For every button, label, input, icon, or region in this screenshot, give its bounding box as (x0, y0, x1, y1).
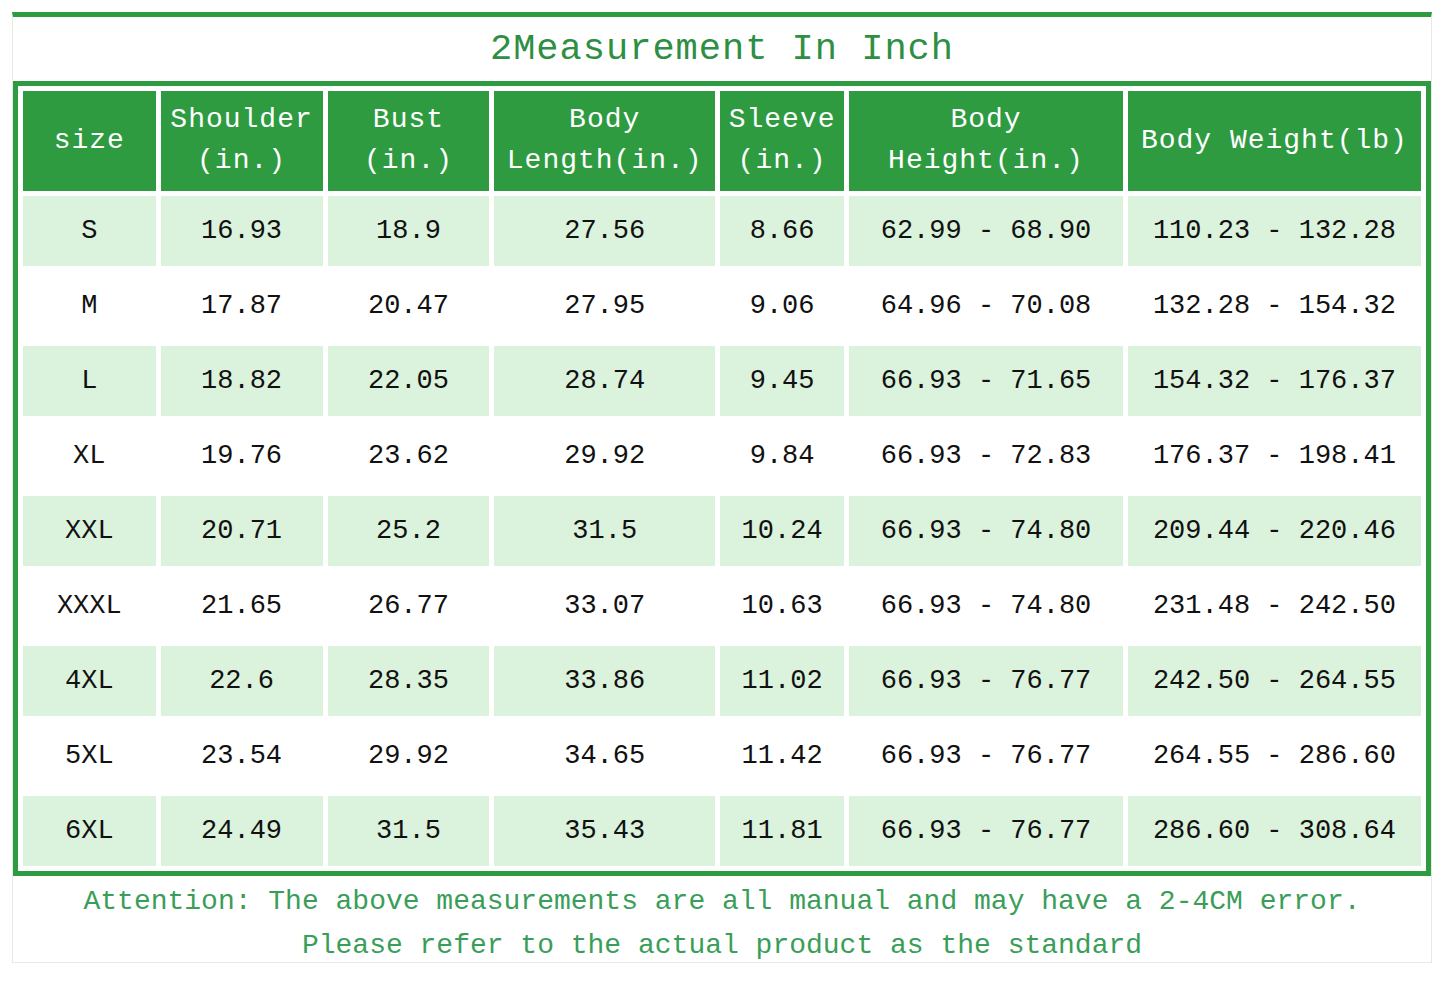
attention-line-2: Please refer to the actual product as th… (13, 924, 1431, 968)
header-row: size Shoulder (in.) Bust (in.) Body Leng… (23, 91, 1421, 191)
table-cell: 18.9 (328, 196, 490, 266)
column-header-sleeve: Sleeve (in.) (720, 91, 844, 191)
table-cell: 26.77 (328, 571, 490, 641)
table-row: 6XL24.4931.535.4311.8166.93 - 76.77286.6… (23, 796, 1421, 866)
table-cell: 66.93 - 76.77 (849, 646, 1123, 716)
table-cell: 33.86 (494, 646, 715, 716)
table-cell: 10.63 (720, 571, 844, 641)
table-cell: 64.96 - 70.08 (849, 271, 1123, 341)
table-cell: 66.93 - 72.83 (849, 421, 1123, 491)
table-cell: 28.74 (494, 346, 715, 416)
table-cell: 29.92 (328, 721, 490, 791)
table-cell: 23.62 (328, 421, 490, 491)
table-row: S16.9318.927.568.6662.99 - 68.90110.23 -… (23, 196, 1421, 266)
table-cell: 154.32 - 176.37 (1128, 346, 1421, 416)
table-cell: 62.99 - 68.90 (849, 196, 1123, 266)
table-cell: 176.37 - 198.41 (1128, 421, 1421, 491)
table-cell: 66.93 - 71.65 (849, 346, 1123, 416)
column-header-bust: Bust (in.) (328, 91, 490, 191)
table-cell: 33.07 (494, 571, 715, 641)
table-cell: 23.54 (161, 721, 323, 791)
column-header-body-length: Body Length(in.) (494, 91, 715, 191)
column-header-size: size (23, 91, 156, 191)
table-cell: 286.60 - 308.64 (1128, 796, 1421, 866)
size-cell: 6XL (23, 796, 156, 866)
table-cell: 31.5 (328, 796, 490, 866)
table-row: 5XL23.5429.9234.6511.4266.93 - 76.77264.… (23, 721, 1421, 791)
table-cell: 66.93 - 76.77 (849, 721, 1123, 791)
table-cell: 17.87 (161, 271, 323, 341)
column-header-body-weight: Body Weight(lb) (1128, 91, 1421, 191)
table-cell: 11.81 (720, 796, 844, 866)
size-cell: 5XL (23, 721, 156, 791)
table-cell: 29.92 (494, 421, 715, 491)
table-cell: 22.05 (328, 346, 490, 416)
table-cell: 11.02 (720, 646, 844, 716)
size-chart-panel: 2Measurement In Inch size Shoulder (in.)… (12, 12, 1432, 963)
size-cell: S (23, 196, 156, 266)
table-cell: 16.93 (161, 196, 323, 266)
size-cell: M (23, 271, 156, 341)
table-cell: 10.24 (720, 496, 844, 566)
size-cell: 4XL (23, 646, 156, 716)
table-cell: 25.2 (328, 496, 490, 566)
table-cell: 9.84 (720, 421, 844, 491)
table-cell: 11.42 (720, 721, 844, 791)
table-cell: 66.93 - 74.80 (849, 496, 1123, 566)
table-cell: 231.48 - 242.50 (1128, 571, 1421, 641)
table-cell: 28.35 (328, 646, 490, 716)
table-cell: 9.45 (720, 346, 844, 416)
attention-line-1: Attention: The above measurements are al… (13, 880, 1431, 924)
size-chart-table: size Shoulder (in.) Bust (in.) Body Leng… (13, 81, 1431, 876)
table-body: S16.9318.927.568.6662.99 - 68.90110.23 -… (23, 196, 1421, 866)
size-cell: XXL (23, 496, 156, 566)
table-cell: 20.47 (328, 271, 490, 341)
table-cell: 20.71 (161, 496, 323, 566)
table-cell: 110.23 - 132.28 (1128, 196, 1421, 266)
table-cell: 34.65 (494, 721, 715, 791)
table-cell: 31.5 (494, 496, 715, 566)
table-cell: 22.6 (161, 646, 323, 716)
table-cell: 19.76 (161, 421, 323, 491)
page-title: 2Measurement In Inch (13, 17, 1431, 81)
table-cell: 66.93 - 74.80 (849, 571, 1123, 641)
table-row: 4XL22.628.3533.8611.0266.93 - 76.77242.5… (23, 646, 1421, 716)
table-cell: 66.93 - 76.77 (849, 796, 1123, 866)
table-cell: 242.50 - 264.55 (1128, 646, 1421, 716)
table-cell: 24.49 (161, 796, 323, 866)
table-row: XL19.7623.6229.929.8466.93 - 72.83176.37… (23, 421, 1421, 491)
size-cell: XXXL (23, 571, 156, 641)
table-row: XXXL21.6526.7733.0710.6366.93 - 74.80231… (23, 571, 1421, 641)
table-cell: 9.06 (720, 271, 844, 341)
table-row: L18.8222.0528.749.4566.93 - 71.65154.32 … (23, 346, 1421, 416)
table-cell: 27.56 (494, 196, 715, 266)
table-cell: 27.95 (494, 271, 715, 341)
size-cell: L (23, 346, 156, 416)
table-cell: 8.66 (720, 196, 844, 266)
table-cell: 18.82 (161, 346, 323, 416)
table-cell: 21.65 (161, 571, 323, 641)
column-header-body-height: Body Height(in.) (849, 91, 1123, 191)
table-row: M17.8720.4727.959.0664.96 - 70.08132.28 … (23, 271, 1421, 341)
table-cell: 209.44 - 220.46 (1128, 496, 1421, 566)
size-cell: XL (23, 421, 156, 491)
column-header-shoulder: Shoulder (in.) (161, 91, 323, 191)
table-cell: 264.55 - 286.60 (1128, 721, 1421, 791)
table-row: XXL20.7125.231.510.2466.93 - 74.80209.44… (23, 496, 1421, 566)
table-cell: 132.28 - 154.32 (1128, 271, 1421, 341)
table-cell: 35.43 (494, 796, 715, 866)
attention-note: Attention: The above measurements are al… (13, 876, 1431, 968)
